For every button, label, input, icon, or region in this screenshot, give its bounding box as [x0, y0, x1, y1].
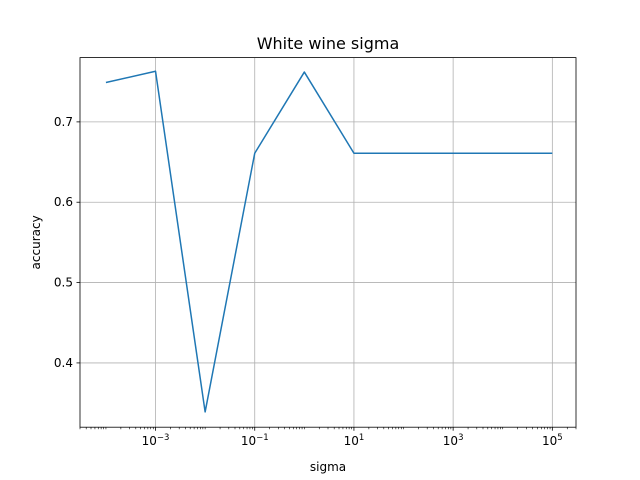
y-tick-label: 0.4 [54, 356, 73, 370]
x-tick-label-exponent: −3 [157, 433, 170, 443]
x-tick-label-base: 10 [344, 434, 359, 448]
y-tick-label: 0.6 [54, 195, 73, 209]
x-tick-label: 103 [443, 433, 464, 448]
x-tick-label-exponent: −1 [256, 433, 269, 443]
x-tick-label: 10−3 [142, 433, 170, 448]
series-layer [105, 70, 553, 413]
y-axis-label: accuracy [29, 215, 43, 269]
x-tick-label-base: 10 [241, 434, 256, 448]
x-tick-label: 101 [344, 433, 365, 448]
x-tick-label-base: 10 [142, 434, 157, 448]
x-tick-label-exponent: 5 [557, 433, 562, 443]
x-tick-label: 105 [542, 433, 563, 448]
y-tick-label: 0.5 [54, 276, 73, 290]
series-line [105, 70, 553, 413]
chart-title: White wine sigma [257, 34, 400, 53]
x-tick-label: 10−1 [241, 433, 269, 448]
x-tick-label-exponent: 3 [458, 433, 463, 443]
x-tick-label-base: 10 [542, 434, 557, 448]
x-tick-label-exponent: 1 [359, 433, 364, 443]
x-tick-label-base: 10 [443, 434, 458, 448]
y-tick-label: 0.7 [54, 115, 73, 129]
x-axis-label: sigma [310, 460, 346, 474]
plot-area [80, 57, 576, 428]
